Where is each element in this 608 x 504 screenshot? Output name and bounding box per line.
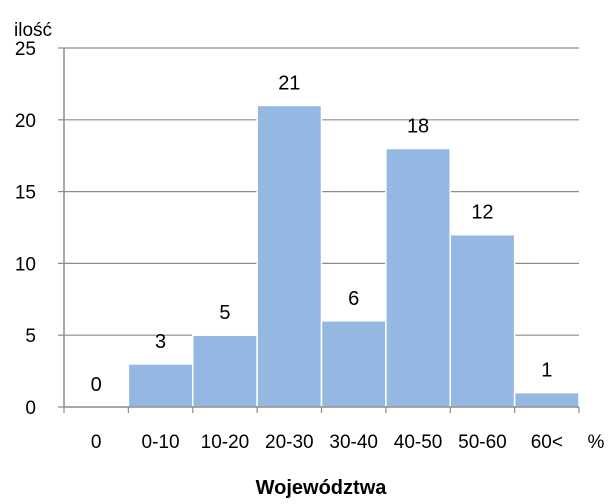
bar-0-10 <box>127 363 194 408</box>
data-label: 0 <box>91 374 102 396</box>
data-label: 18 <box>407 116 429 138</box>
data-label: 5 <box>219 302 230 324</box>
y-tick-label: 5 <box>25 326 36 347</box>
bar-60< <box>513 391 580 408</box>
bar-50-60 <box>449 233 516 408</box>
x-tick-label: 30-40 <box>329 432 378 453</box>
data-label: 3 <box>155 331 166 353</box>
x-axis-label: Województwa <box>256 477 388 499</box>
y-axis-label: ilość <box>14 20 52 41</box>
y-tick-label: 10 <box>15 254 36 275</box>
x-tick-label: 20-30 <box>265 432 314 453</box>
data-label: 12 <box>471 202 493 224</box>
y-tick-label: 15 <box>15 183 36 204</box>
x-tick-label: 10-20 <box>201 432 250 453</box>
x-tick-label: 60< <box>531 432 563 453</box>
bar-20-30 <box>256 104 323 408</box>
bar-10-20 <box>192 334 258 408</box>
y-tick-labels: 0 5 10 15 20 25 <box>15 39 36 419</box>
x-tick-labels: 0 0-10 10-20 20-30 30-40 40-50 50-60 60< <box>91 432 563 453</box>
x-tick-label: 0-10 <box>142 432 180 453</box>
y-tick-label: 25 <box>15 39 36 60</box>
bars <box>127 104 580 408</box>
data-label: 21 <box>278 72 300 94</box>
x-axis-unit-label: % <box>588 432 605 453</box>
x-tick-label: 40-50 <box>394 432 443 453</box>
x-tick-label: 50-60 <box>458 432 507 453</box>
bar-30-40 <box>320 320 387 408</box>
axes <box>63 48 580 413</box>
data-label: 6 <box>348 288 359 310</box>
x-tick-label: 0 <box>91 432 102 453</box>
y-tick-label: 20 <box>15 111 36 132</box>
y-tick-label: 0 <box>25 398 36 419</box>
data-labels: 0 3 5 21 6 18 12 1 <box>91 72 553 396</box>
bar-40-50 <box>385 147 451 408</box>
data-label: 1 <box>541 360 552 382</box>
